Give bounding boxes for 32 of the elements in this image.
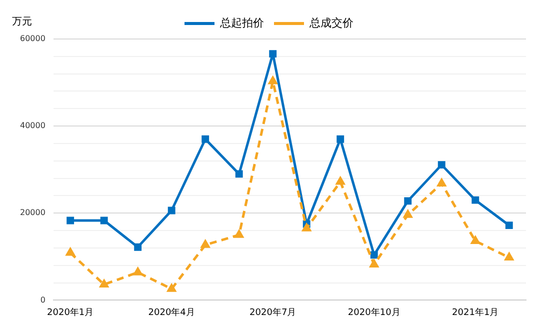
x-tick-label: 2020年4月 [148, 306, 195, 318]
point [269, 50, 277, 58]
point [268, 76, 278, 84]
x-tick-label: 2020年7月 [250, 306, 296, 318]
point [471, 236, 480, 244]
point [234, 230, 244, 238]
point [504, 252, 514, 261]
point [505, 222, 513, 230]
y-axis-title: 万元 [12, 16, 32, 28]
y-tick-label: 0 [40, 295, 46, 304]
x-tick-label: 2021年1月 [452, 306, 499, 318]
point [370, 251, 378, 259]
point [437, 178, 446, 187]
point [66, 216, 74, 224]
point [100, 216, 108, 224]
point [134, 243, 142, 251]
x-tick-label: 2020年10月 [348, 306, 400, 318]
point [235, 170, 243, 178]
y-tick-label: 40000 [20, 121, 46, 130]
point [100, 280, 108, 288]
point [404, 197, 412, 205]
x-tick-label: 2020年1月 [47, 306, 94, 318]
point [438, 161, 446, 169]
point [336, 135, 344, 143]
point [202, 135, 210, 143]
point [370, 260, 378, 268]
legend-label: 总成交价 [308, 16, 354, 30]
y-tick-label: 60000 [20, 34, 46, 44]
y-tick-label: 20000 [20, 208, 46, 218]
point [472, 196, 480, 204]
legend-label: 总起拍价 [219, 16, 264, 30]
point [168, 206, 176, 214]
